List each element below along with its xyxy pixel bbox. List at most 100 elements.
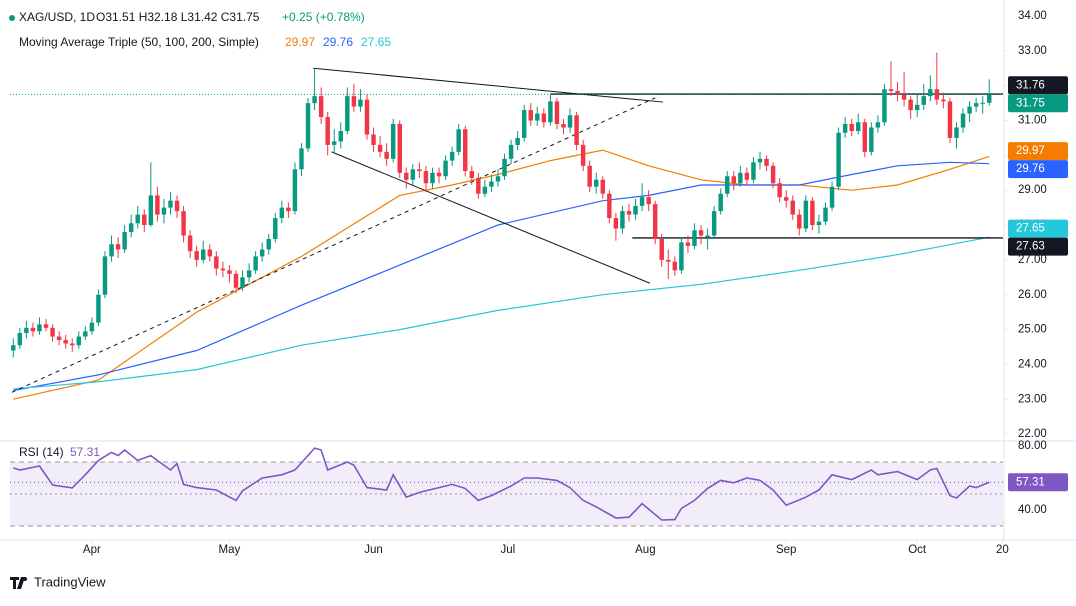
x-tick-label: May bbox=[219, 544, 241, 556]
candle-body bbox=[980, 102, 985, 104]
candle-body bbox=[738, 172, 743, 184]
rsi-tick-label: 40.00 bbox=[1018, 504, 1047, 516]
x-tick-label: Oct bbox=[908, 544, 927, 556]
candle-body bbox=[908, 99, 913, 111]
candle-body bbox=[679, 242, 684, 271]
candle-body bbox=[692, 230, 697, 246]
candle-body bbox=[449, 151, 455, 161]
candle-body bbox=[960, 113, 966, 128]
candle-body bbox=[777, 183, 782, 198]
candle-body bbox=[338, 130, 344, 142]
candle-body bbox=[240, 277, 245, 288]
candle-body bbox=[377, 144, 383, 152]
candle-body bbox=[161, 207, 167, 215]
candle-body bbox=[345, 96, 350, 131]
candle-body bbox=[934, 89, 940, 100]
candle-body bbox=[207, 249, 213, 257]
rsi-line bbox=[13, 447, 990, 521]
candle-body bbox=[332, 141, 337, 145]
price-label: 57.31 bbox=[1016, 476, 1045, 488]
candle-body bbox=[626, 211, 632, 215]
y-tick-label: 26.00 bbox=[1018, 289, 1047, 301]
price-label: 29.97 bbox=[1016, 145, 1045, 157]
candle-body bbox=[69, 343, 75, 346]
candle-body bbox=[672, 261, 678, 271]
y-tick-label: 25.00 bbox=[1018, 324, 1047, 336]
candle-body bbox=[37, 324, 42, 332]
change-values: +0.25 (+0.78%) bbox=[282, 10, 365, 24]
candle-body bbox=[587, 165, 592, 187]
x-tick-label: Jun bbox=[364, 544, 383, 556]
candle-body bbox=[705, 235, 710, 238]
candle-body bbox=[711, 211, 717, 236]
candle-body bbox=[810, 200, 815, 226]
candle-body bbox=[299, 148, 304, 170]
price-label-box bbox=[1008, 473, 1068, 492]
candle-body bbox=[187, 235, 193, 252]
candle-body bbox=[364, 99, 370, 135]
candle-body bbox=[495, 176, 501, 182]
candle-body bbox=[639, 197, 645, 206]
candle-body bbox=[914, 104, 920, 111]
candle-body bbox=[725, 176, 730, 194]
candle-body bbox=[895, 90, 900, 95]
brand-logo-dot bbox=[23, 577, 27, 581]
candle-body bbox=[246, 270, 252, 278]
candle-body bbox=[410, 169, 416, 180]
candle-body bbox=[273, 218, 278, 239]
candle-body bbox=[286, 207, 291, 212]
candle-body bbox=[50, 327, 55, 337]
candle-body bbox=[83, 331, 88, 337]
candle-body bbox=[259, 249, 265, 257]
candle-body bbox=[214, 256, 219, 269]
candle-body bbox=[521, 110, 527, 138]
candle-body bbox=[174, 200, 180, 212]
candle-body bbox=[875, 122, 881, 128]
candle-body bbox=[541, 113, 547, 123]
candle-body bbox=[836, 132, 841, 187]
candle-body bbox=[783, 197, 789, 201]
candle-body bbox=[194, 251, 199, 260]
indicator-value: 29.76 bbox=[323, 35, 353, 49]
candle-body bbox=[698, 230, 704, 236]
candle-body bbox=[201, 249, 206, 260]
x-tick-label: Aug bbox=[635, 544, 655, 556]
candle-body bbox=[797, 214, 802, 229]
candle-body bbox=[384, 151, 389, 159]
price-label-box bbox=[1008, 142, 1068, 161]
candle-body bbox=[502, 158, 507, 177]
candle-body bbox=[358, 99, 363, 107]
candle-body bbox=[476, 178, 481, 194]
candle-body bbox=[30, 327, 36, 332]
candle-body bbox=[155, 195, 160, 215]
candle-body bbox=[580, 144, 586, 166]
candle-body bbox=[168, 200, 173, 208]
candle-body bbox=[96, 294, 101, 323]
candle-body bbox=[862, 122, 868, 152]
candle-body bbox=[757, 158, 763, 163]
y-tick-label: 23.00 bbox=[1018, 393, 1047, 405]
candle-body bbox=[56, 336, 62, 341]
brand: TradingView bbox=[10, 574, 106, 589]
candle-body bbox=[279, 207, 285, 219]
candle-body bbox=[17, 333, 23, 346]
candle-body bbox=[594, 179, 599, 187]
rsi-value: 57.31 bbox=[70, 445, 100, 459]
candle-body bbox=[947, 101, 953, 138]
x-tick-label: Jul bbox=[500, 544, 515, 556]
rsi-title: RSI (14) bbox=[19, 445, 64, 459]
candle-body bbox=[325, 117, 330, 145]
candle-body bbox=[63, 340, 68, 344]
ohlc-values: O31.51 H32.18 L31.42 C31.75 bbox=[96, 10, 260, 24]
brand-logo bbox=[10, 577, 25, 589]
trend-line bbox=[331, 151, 651, 284]
candle-body bbox=[508, 144, 514, 159]
candle-body bbox=[482, 186, 488, 194]
candle-body bbox=[135, 214, 140, 224]
candle-body bbox=[744, 172, 750, 180]
candle-body bbox=[253, 256, 258, 271]
candle-body bbox=[973, 103, 979, 107]
candle-body bbox=[489, 181, 494, 187]
